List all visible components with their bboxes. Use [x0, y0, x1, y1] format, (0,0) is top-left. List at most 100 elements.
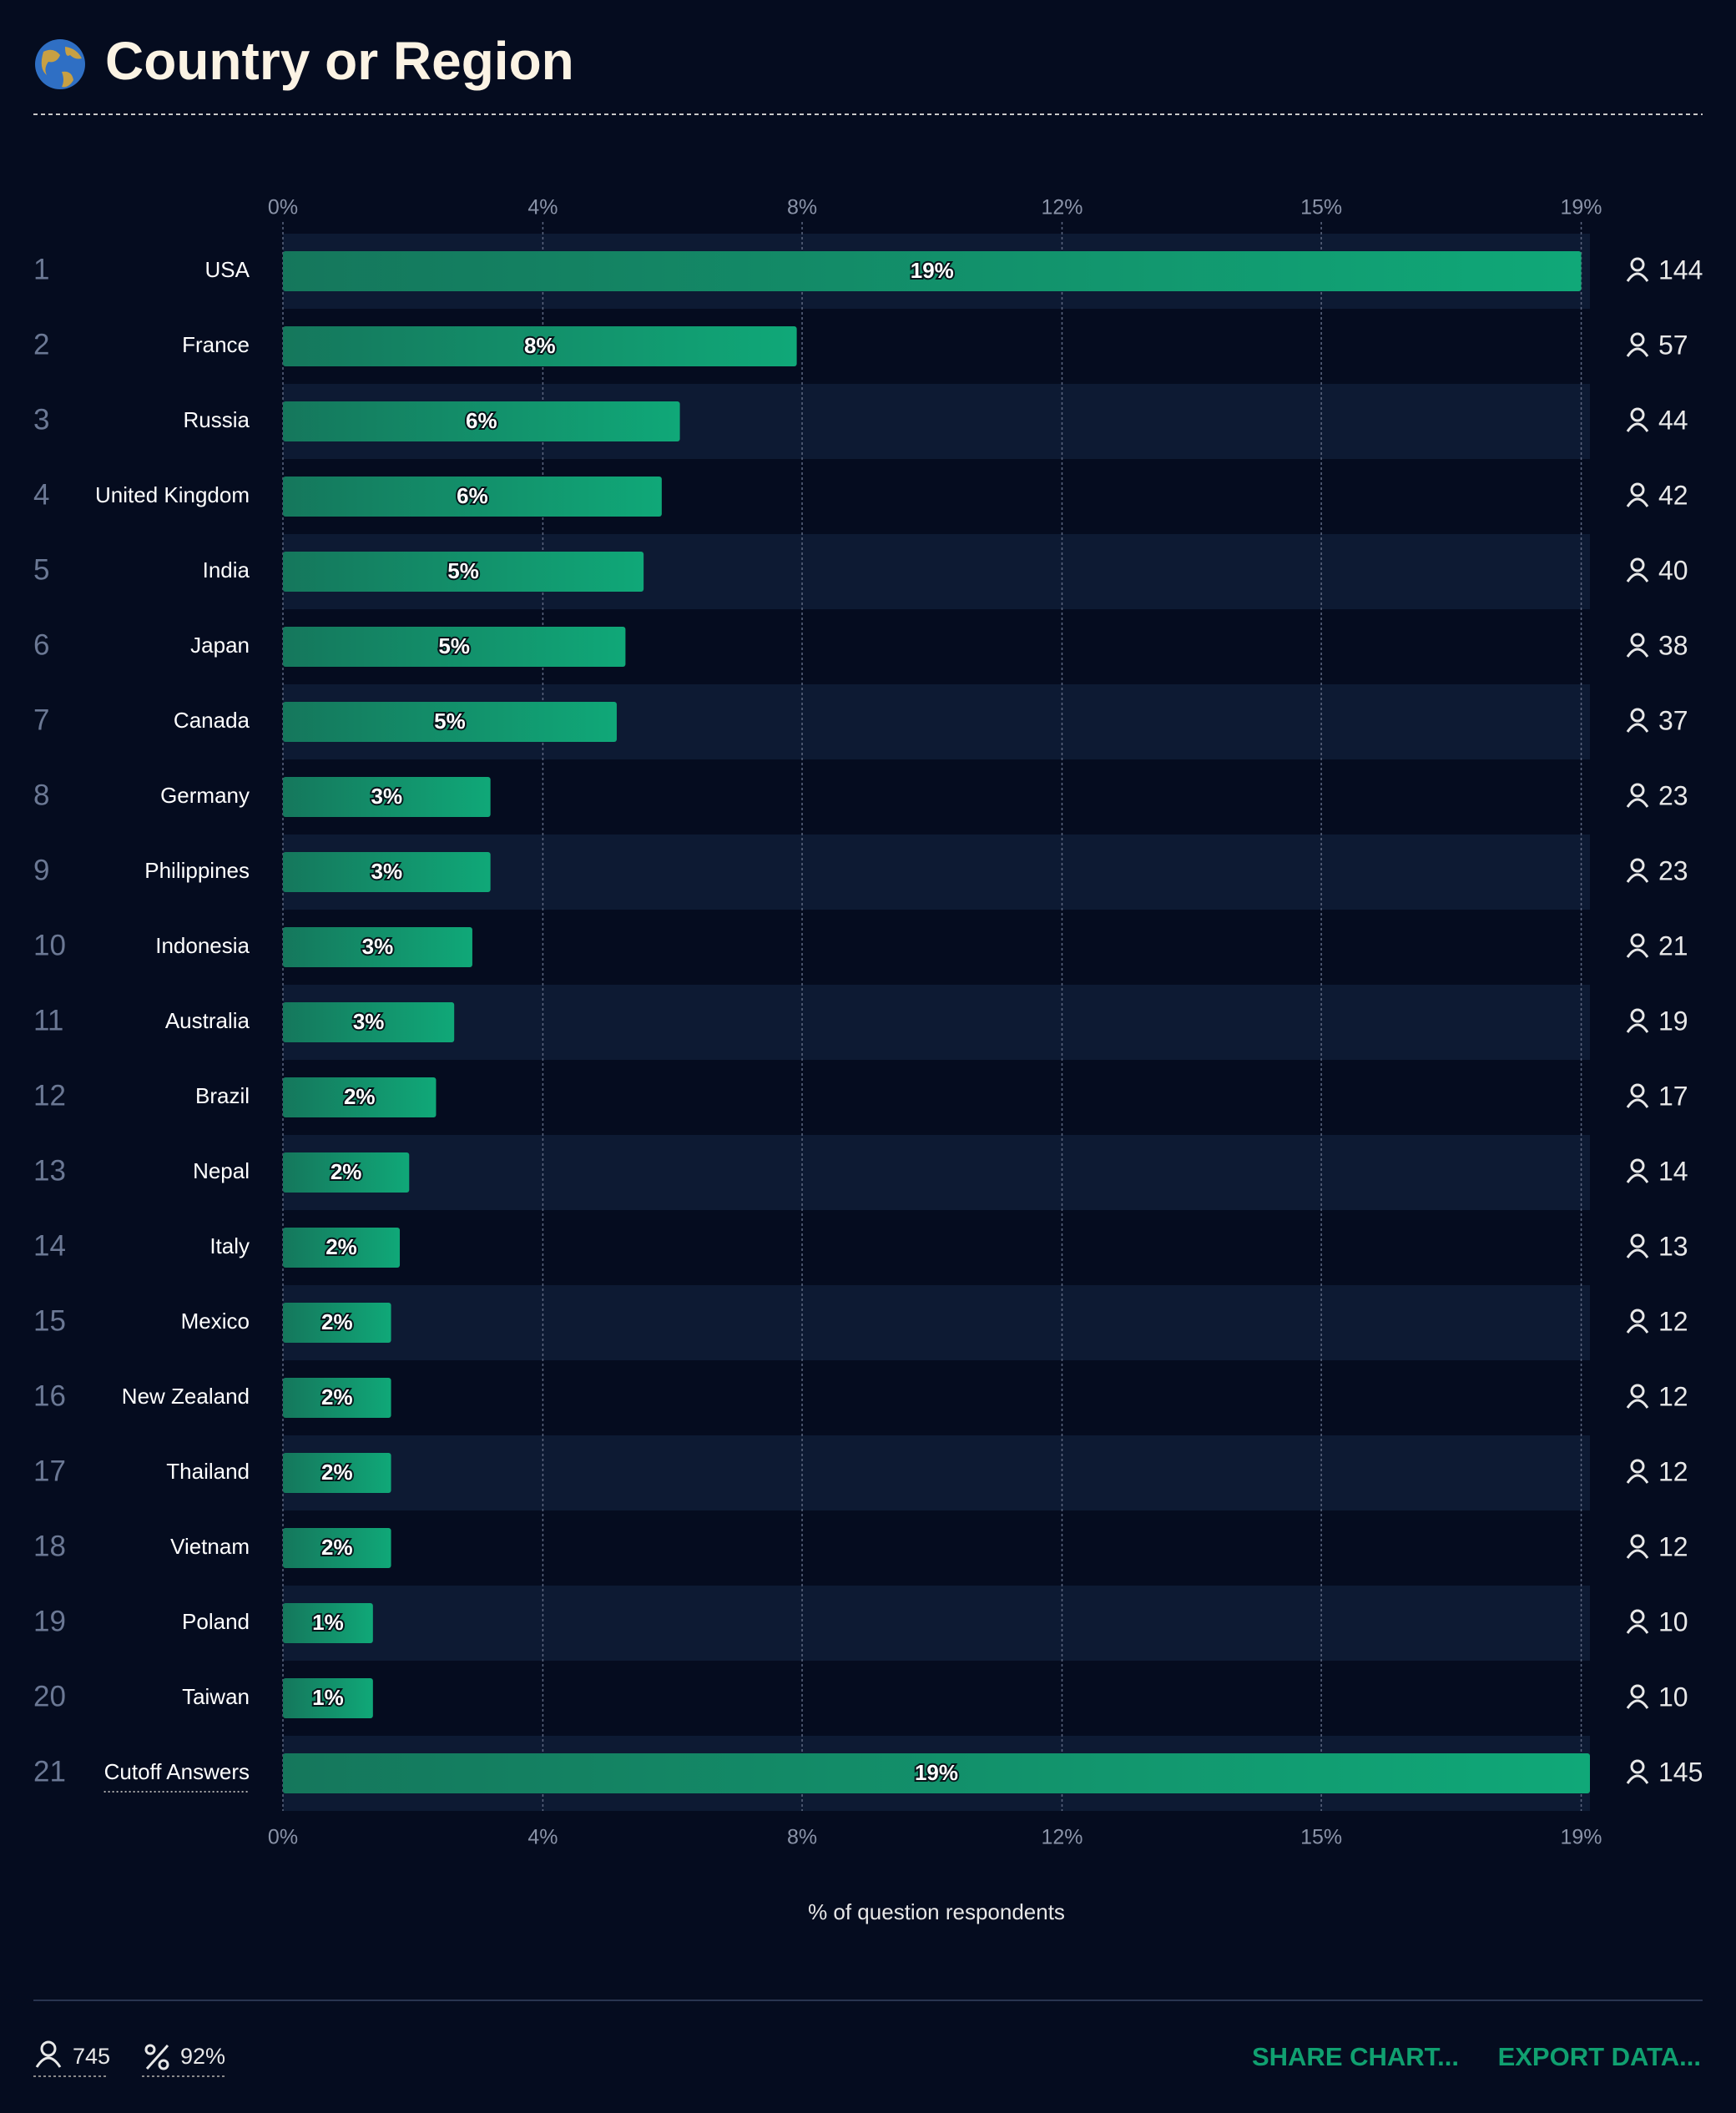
- category-label: Nepal: [193, 1158, 250, 1183]
- person-icon: [1626, 407, 1649, 432]
- x-tick-label: 4%: [527, 196, 558, 219]
- icon-head: [1630, 633, 1645, 648]
- rank: 16: [33, 1379, 66, 1412]
- person-icon: [1626, 1759, 1649, 1784]
- icon-body: [1626, 347, 1649, 357]
- percent-icon: [144, 2044, 169, 2070]
- bar: [283, 1303, 391, 1343]
- rank: 1: [33, 253, 49, 285]
- respondent-count: 40: [1658, 555, 1688, 585]
- x-tick-label: 15%: [1300, 196, 1342, 219]
- value-label: 6%: [457, 483, 488, 508]
- x-tick-label: 0%: [268, 1826, 298, 1849]
- x-tick-label: 19%: [1561, 1826, 1602, 1849]
- respondent-count: 12: [1658, 1381, 1688, 1411]
- x-tick-label: 0%: [268, 196, 298, 219]
- icon-head: [1630, 1609, 1645, 1624]
- respondent-count: 12: [1658, 1531, 1688, 1561]
- person-icon: [1626, 257, 1649, 282]
- person-icon: [1626, 1158, 1649, 1183]
- category-label: USA: [205, 257, 250, 282]
- respondent-count: 12: [1658, 1456, 1688, 1486]
- category-label: United Kingdom: [95, 482, 250, 507]
- bar: [283, 1528, 391, 1568]
- person-icon: [1626, 1083, 1649, 1108]
- rank: 5: [33, 553, 49, 586]
- icon-head: [1630, 708, 1645, 723]
- rank: 17: [33, 1455, 66, 1487]
- respondent-count: 14: [1658, 1156, 1688, 1186]
- rank: 9: [33, 854, 49, 886]
- value-label: 2%: [321, 1535, 353, 1560]
- icon-body: [1626, 272, 1649, 282]
- rank: 4: [33, 478, 49, 511]
- rank: 10: [33, 929, 66, 961]
- bar: [283, 326, 797, 366]
- category-label: Cutoff Answers: [104, 1759, 250, 1784]
- bar: [283, 1753, 1590, 1793]
- x-tick-label: 8%: [787, 196, 817, 219]
- bar: [283, 1378, 391, 1418]
- icon-head: [1630, 407, 1645, 422]
- category-label: Canada: [174, 708, 250, 733]
- rank: 8: [33, 779, 49, 811]
- icon-head: [1630, 1008, 1645, 1023]
- bar: [283, 627, 626, 667]
- category-label: Taiwan: [182, 1684, 250, 1709]
- respondent-count: 23: [1658, 780, 1688, 810]
- value-label: 3%: [362, 934, 394, 959]
- person-icon: [1626, 1534, 1649, 1559]
- rank: 3: [33, 403, 49, 436]
- respondent-count: 57: [1658, 330, 1688, 360]
- value-label: 6%: [466, 408, 497, 433]
- icon-body: [1626, 1023, 1649, 1033]
- bar: [283, 1228, 401, 1268]
- category-label: Philippines: [144, 858, 250, 883]
- rank: 12: [33, 1079, 66, 1112]
- respondent-count: 23: [1658, 855, 1688, 885]
- icon-body: [1626, 798, 1649, 808]
- icon-body: [1626, 723, 1649, 733]
- icon-head: [1630, 1459, 1645, 1474]
- respondent-count: 12: [1658, 1306, 1688, 1336]
- row-band: [283, 1435, 1590, 1510]
- respondent-count: 38: [1658, 630, 1688, 660]
- icon-head: [1630, 1309, 1645, 1324]
- x-tick-label: 12%: [1041, 1826, 1082, 1849]
- icon-body: [1626, 422, 1649, 432]
- icon-body: [1626, 1248, 1649, 1258]
- x-tick-label: 12%: [1041, 196, 1082, 219]
- x-axis-label: % of question respondents: [808, 1899, 1065, 1924]
- export-data-button[interactable]: EXPORT DATA...: [1498, 2042, 1701, 2071]
- category-label: Indonesia: [155, 933, 250, 958]
- value-label: 3%: [371, 784, 403, 809]
- value-label: 2%: [331, 1159, 362, 1184]
- rank: 15: [33, 1304, 66, 1337]
- category-label: Australia: [165, 1008, 250, 1033]
- rank: 14: [33, 1229, 66, 1262]
- bar: [283, 927, 472, 967]
- value-label: 19%: [915, 1760, 958, 1785]
- share-chart-button[interactable]: SHARE CHART...: [1252, 2042, 1459, 2071]
- icon-head: [1630, 1759, 1645, 1774]
- category-label: Germany: [160, 783, 250, 808]
- category-label: India: [203, 557, 250, 582]
- respondent-count: 19: [1658, 1006, 1688, 1036]
- value-label: 8%: [524, 333, 556, 358]
- icon-head: [1630, 1158, 1645, 1173]
- globe-icon: [35, 39, 85, 89]
- row-band: [283, 835, 1590, 910]
- person-icon: [1626, 1384, 1649, 1409]
- respondent-count: 21: [1658, 930, 1688, 961]
- value-label: 1%: [312, 1610, 344, 1635]
- person-icon: [1626, 858, 1649, 883]
- icon-head: [1630, 332, 1645, 347]
- category-label: Italy: [209, 1233, 250, 1258]
- bar: [283, 1453, 391, 1493]
- respondent-count: 10: [1658, 1606, 1688, 1636]
- icon-body: [1626, 1774, 1649, 1784]
- bar: [283, 552, 644, 592]
- value-label: 3%: [371, 859, 403, 884]
- rank: 20: [33, 1680, 66, 1712]
- bar: [283, 251, 1582, 291]
